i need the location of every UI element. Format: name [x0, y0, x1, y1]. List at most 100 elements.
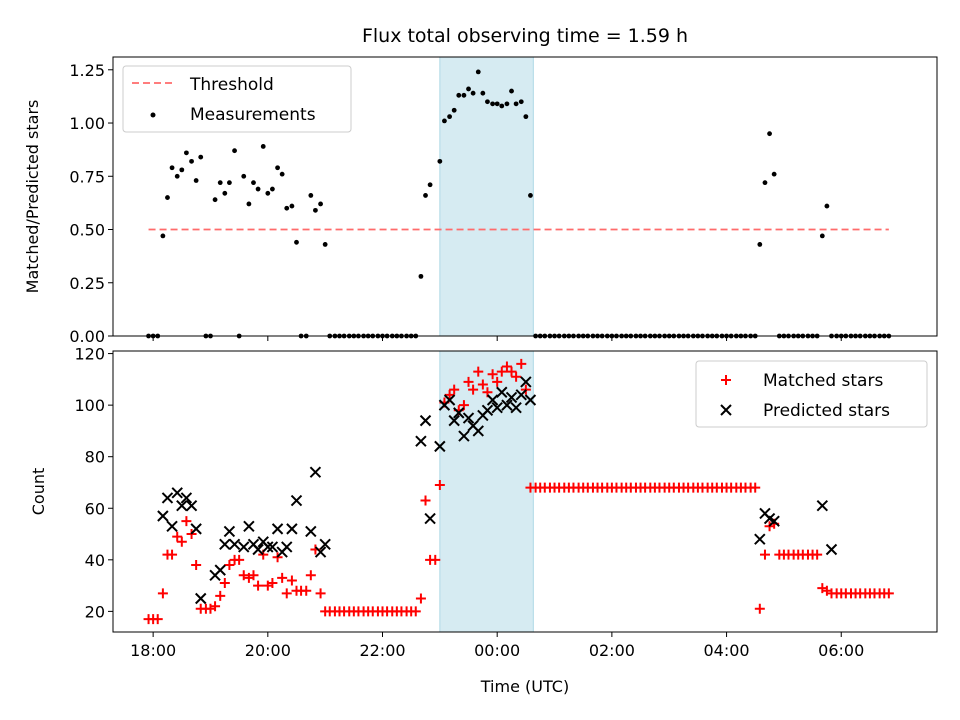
measurement-point [528, 193, 533, 198]
matched-star-point [152, 614, 163, 625]
bottom-xticks: 18:00 20:00 22:00 00:00 02:00 04:00 06:00 [130, 632, 864, 660]
predicted-star-point [510, 402, 522, 414]
bottom-ytick-label: 100 [74, 396, 105, 415]
measurement-point [179, 167, 185, 173]
measurement-point [475, 69, 481, 75]
predicted-star-point [214, 564, 226, 576]
predicted-star-point [190, 523, 202, 535]
matched-star-point [501, 361, 512, 372]
top-ylabel: Matched/Predicted stars [23, 100, 42, 294]
measurement-point [490, 101, 496, 107]
bottom-ytick-label: 120 [74, 345, 105, 364]
predicted-star-point [443, 394, 456, 406]
matched-star-point [253, 580, 264, 591]
top-panel: 0.00 0.25 0.50 0.75 1.00 1.25 Flux total obse… [23, 25, 938, 346]
measurement-point [322, 242, 328, 247]
measurement-point [423, 193, 428, 198]
matched-star-point [477, 379, 488, 390]
bottom-panel: 20 40 60 80 100 120 18:00 20:00 22:00 00:00 02:00… [29, 345, 938, 696]
predicted-star-point [515, 389, 527, 401]
legend-measurements-label: Measurements [190, 105, 316, 125]
predicted-star-point [458, 430, 470, 442]
measurement-point [251, 180, 256, 186]
matched-star-point [210, 601, 221, 612]
measurement-point [427, 182, 433, 188]
matched-star-point [516, 358, 527, 369]
matched-star-point [511, 371, 522, 382]
measurement-point [222, 190, 228, 196]
matched-stars-points [143, 358, 894, 625]
bottom-legend: Matched stars Predicted stars [695, 360, 928, 428]
predicted-star-point [486, 394, 499, 406]
matched-star-point [463, 376, 474, 387]
matched-star-point [281, 588, 292, 599]
bottom-ytick-label: 20 [85, 602, 105, 621]
measurement-point [757, 242, 763, 247]
measurement-point [451, 107, 457, 113]
measurement-point [169, 165, 175, 171]
matched-star-point [248, 570, 259, 581]
xtick-label: 02:00 [589, 641, 635, 660]
measurement-point [289, 203, 295, 209]
matched-star-point [468, 384, 479, 395]
measurement-point [499, 103, 505, 109]
predicted-star-point [768, 515, 780, 527]
predicted-star-point [238, 541, 250, 553]
matched-star-point [812, 549, 823, 560]
measurement-point [294, 239, 299, 245]
measurement-point [523, 114, 529, 120]
predicted-star-point [180, 492, 193, 504]
top-ytick-label: 0.50 [69, 221, 105, 240]
predicted-star-point [505, 391, 518, 404]
predicted-star-point [309, 466, 322, 478]
predicted-star-point [266, 541, 279, 553]
matched-star-point [750, 482, 761, 493]
measurement-point [193, 178, 199, 183]
bottom-ytick-label: 60 [85, 499, 105, 518]
bottom-frame [112, 350, 938, 633]
predicted-star-point [472, 425, 484, 437]
measurement-point [480, 90, 486, 96]
measurement-point [442, 118, 447, 124]
measurement-point [318, 201, 323, 207]
matched-star-point [219, 578, 230, 589]
predicted-star-point [195, 592, 207, 605]
measurement-point [504, 101, 510, 107]
top-yticks: 0.00 0.25 0.50 0.75 1.00 1.25 [69, 61, 113, 346]
measurement-point [437, 158, 443, 164]
matched-star-point [301, 585, 312, 596]
measurement-point [189, 158, 194, 164]
matched-star-point [267, 578, 278, 589]
xtick-label: 04:00 [704, 641, 750, 660]
top-ytick-label: 0.25 [69, 274, 105, 293]
predicted-star-point [434, 440, 446, 453]
measurement-point [461, 92, 467, 98]
matched-star-point [420, 495, 431, 506]
matched-star-point [444, 389, 455, 400]
top-ytick-label: 0.00 [69, 327, 105, 346]
predicted-star-point [166, 520, 178, 533]
predicted-star-point [501, 399, 513, 411]
xtick-label: 20:00 [245, 641, 291, 660]
predicted-star-point [816, 499, 829, 512]
measurement-point [771, 171, 777, 177]
predicted-star-point [448, 414, 460, 427]
legend-predicted-swatch [720, 404, 732, 416]
matched-star-point [215, 590, 226, 601]
measurement-point [509, 88, 514, 94]
top-ytick-label: 1.00 [69, 114, 105, 133]
xlabel: Time (UTC) [480, 677, 569, 696]
predicted-star-point [252, 543, 264, 556]
legend-matched-label: Matched stars [763, 371, 883, 391]
predicted-star-point [219, 538, 231, 551]
bottom-legend-box [695, 360, 928, 428]
bottom-ytick-label: 40 [85, 551, 105, 570]
predicted-star-point [481, 404, 494, 417]
predicted-star-point [290, 494, 303, 507]
measurement-point [227, 180, 232, 186]
measurement-point [246, 201, 252, 207]
predicted-star-point [185, 499, 198, 512]
top-legend-box [122, 65, 352, 133]
matched-star-point [286, 575, 297, 586]
